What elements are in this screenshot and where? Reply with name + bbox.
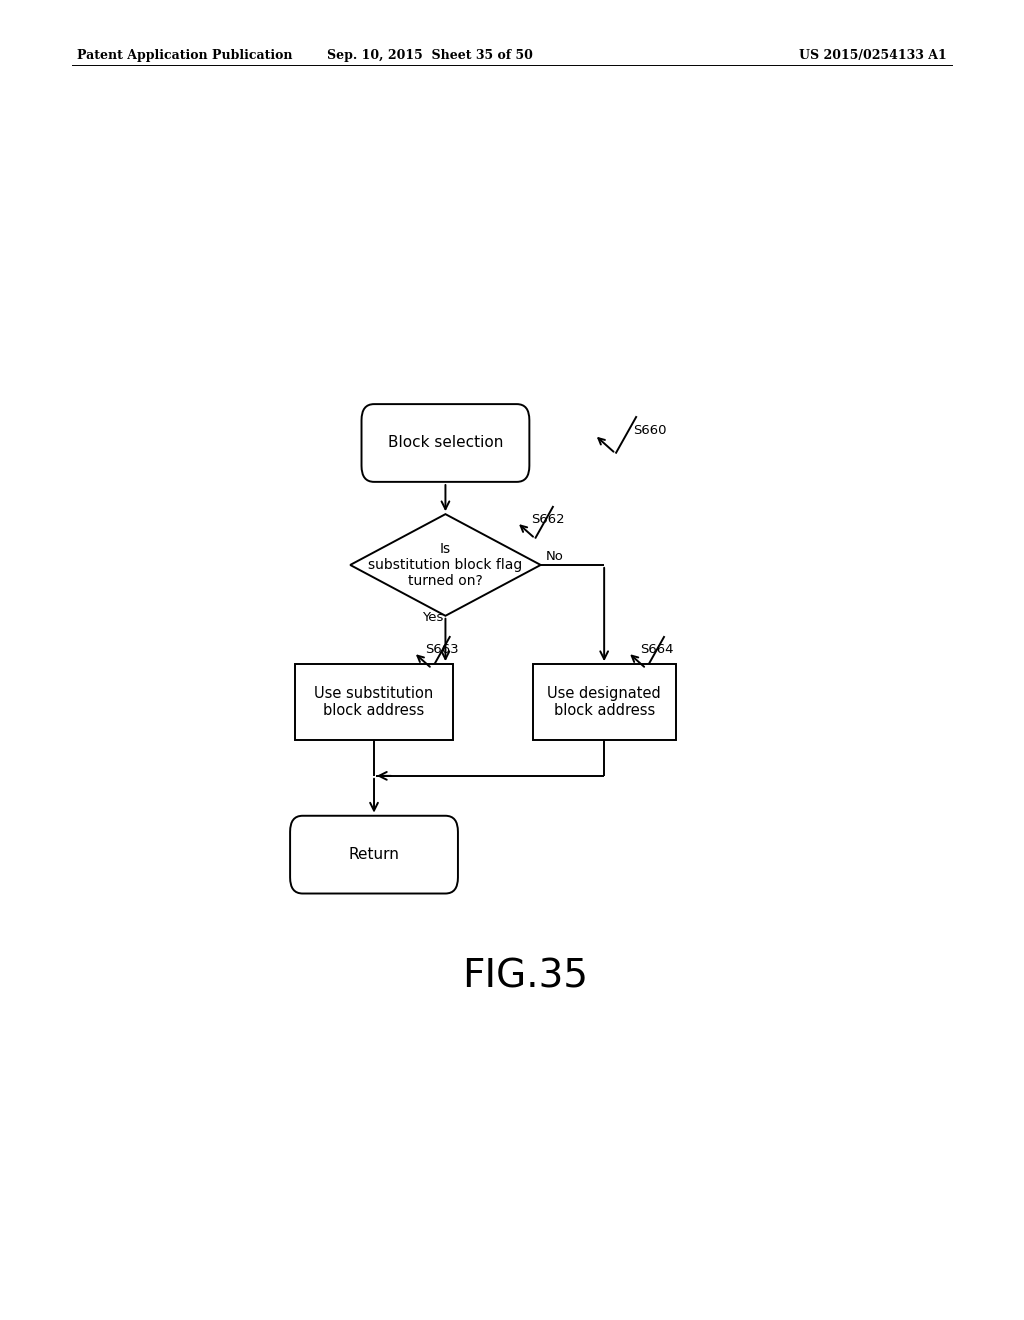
- FancyBboxPatch shape: [290, 816, 458, 894]
- FancyBboxPatch shape: [361, 404, 529, 482]
- Text: Patent Application Publication: Patent Application Publication: [77, 49, 292, 62]
- Text: S662: S662: [531, 512, 565, 525]
- Text: Sep. 10, 2015  Sheet 35 of 50: Sep. 10, 2015 Sheet 35 of 50: [327, 49, 534, 62]
- Text: S663: S663: [426, 643, 459, 656]
- Text: S664: S664: [640, 643, 674, 656]
- Text: US 2015/0254133 A1: US 2015/0254133 A1: [800, 49, 947, 62]
- Text: Block selection: Block selection: [388, 436, 503, 450]
- Text: Yes: Yes: [422, 611, 443, 624]
- Text: S660: S660: [633, 424, 667, 437]
- Polygon shape: [350, 515, 541, 616]
- Text: Return: Return: [348, 847, 399, 862]
- Text: Use designated
block address: Use designated block address: [547, 686, 662, 718]
- Bar: [532, 664, 676, 741]
- Text: FIG.35: FIG.35: [462, 957, 588, 995]
- Text: Is
substitution block flag
turned on?: Is substitution block flag turned on?: [369, 541, 522, 589]
- Bar: [295, 664, 454, 741]
- Text: Use substitution
block address: Use substitution block address: [314, 686, 433, 718]
- Text: No: No: [546, 550, 564, 564]
